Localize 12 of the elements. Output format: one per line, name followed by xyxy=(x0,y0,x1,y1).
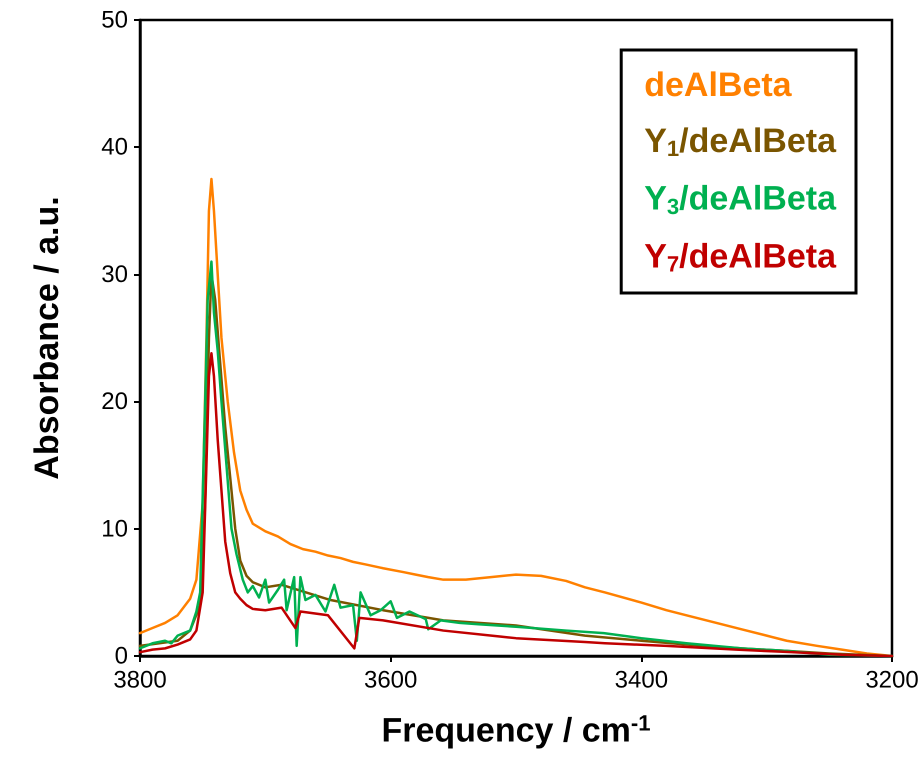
x-tick-label: 3600 xyxy=(364,666,418,694)
x-tick-label: 3800 xyxy=(113,666,167,694)
y-axis-title: Absorbance / a.u. xyxy=(28,196,66,480)
x-tick-label: 3400 xyxy=(614,666,668,694)
x-tick-label: 3200 xyxy=(865,666,919,694)
y-tick-label: 30 xyxy=(101,260,128,288)
y-tick-label: 40 xyxy=(101,134,128,161)
y-tick-label: 50 xyxy=(101,6,128,34)
y-tick-label: 20 xyxy=(101,388,128,416)
text: deAlBeta xyxy=(644,66,793,104)
y-tick-label: 0 xyxy=(114,642,128,670)
y-tick-label: 10 xyxy=(101,515,128,542)
